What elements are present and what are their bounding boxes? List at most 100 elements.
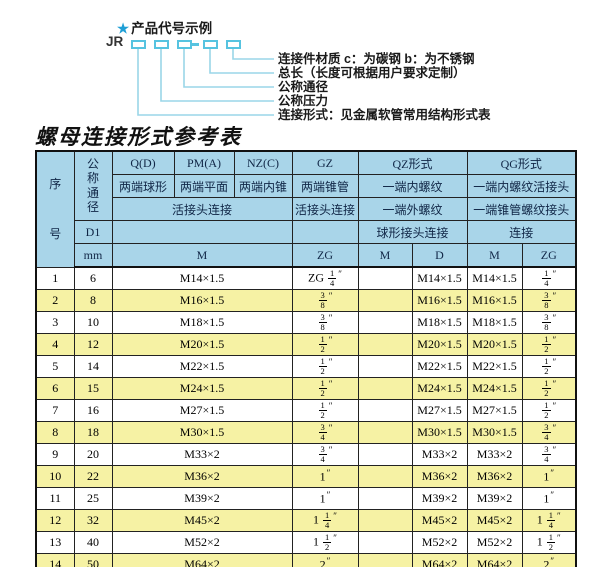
- qg-m-cell: M14×1.5: [466, 266, 523, 290]
- m-thread-cell: M33×2: [111, 443, 293, 466]
- dn-cell: 15: [73, 377, 113, 400]
- zg-cell: 1″: [291, 465, 359, 488]
- table-row: 4 12 M20×1.5 1 2 ″ M20×1.5 M20×1.5 1 2 ″: [35, 333, 577, 356]
- header-connect-qg: 连接: [466, 220, 577, 244]
- qz-m-cell: [357, 266, 413, 290]
- header-unit-d-qz: D: [411, 243, 468, 268]
- header-format-pma: PM(A): [173, 150, 235, 175]
- header-format-qg: QG形式: [466, 150, 577, 175]
- code-separator-dash: [190, 43, 199, 46]
- qg-zg-cell: 3 8 ″: [521, 311, 577, 334]
- code-box-4: [203, 40, 218, 49]
- zg-cell: 1 2 ″: [291, 355, 359, 378]
- table-title: 螺母连接形式参考表: [35, 124, 242, 149]
- qg-m-cell: M45×2: [466, 509, 523, 532]
- qg-zg-cell: 1 1 4 ″: [521, 509, 577, 532]
- qg-m-cell: M36×2: [466, 465, 523, 488]
- header-union-left: 活接头连接: [111, 197, 293, 221]
- qg-zg-cell: 1″: [521, 487, 577, 510]
- header-blank-left: [111, 220, 293, 244]
- qg-zg-cell: 3 4 ″: [521, 421, 577, 444]
- dn-cell: 6: [73, 266, 113, 290]
- seq-cell: 7: [35, 399, 75, 422]
- qg-zg-cell: 1 2 ″: [521, 333, 577, 356]
- m-thread-cell: M30×1.5: [111, 421, 293, 444]
- header-unit-m-qg: M: [466, 243, 523, 268]
- header-format-qz: QZ形式: [357, 150, 468, 175]
- header-unit-zg-qg: ZG: [521, 243, 577, 268]
- qz-m-cell: [357, 553, 413, 567]
- qg-zg-cell: 1 2 ″: [521, 355, 577, 378]
- qg-zg-cell: 1 4 ″: [521, 266, 577, 290]
- dn-cell: 12: [73, 333, 113, 356]
- header-unit-zg-gz: ZG: [291, 243, 359, 268]
- dn-cell: 20: [73, 443, 113, 466]
- diagram-title-text: 产品代号示例: [131, 21, 213, 36]
- qz-m-cell: [357, 421, 413, 444]
- qz-d-cell: M45×2: [411, 509, 468, 532]
- table-row: 5 14 M22×1.5 1 2 ″ M22×1.5 M22×1.5 1 2 ″: [35, 355, 577, 378]
- zg-cell: 3 8 ″: [291, 289, 359, 312]
- dn-cell: 32: [73, 509, 113, 532]
- dn-cell: 40: [73, 531, 113, 554]
- qz-m-cell: [357, 443, 413, 466]
- table-row: 8 18 M30×1.5 3 4 ″ M30×1.5 M30×1.5 3 4 ″: [35, 421, 577, 444]
- qz-m-cell: [357, 355, 413, 378]
- m-thread-cell: M64×2: [111, 553, 293, 567]
- header-unit-m-left: M: [111, 243, 293, 268]
- code-prefix: JR: [106, 34, 124, 49]
- qg-m-cell: M24×1.5: [466, 377, 523, 400]
- table-row: 2 8 M16×1.5 3 8 ″ M16×1.5 M16×1.5 3 8 ″: [35, 289, 577, 312]
- header-ext-thread-qz: 一端外螺纹: [357, 197, 468, 221]
- connector-lines: [137, 49, 274, 116]
- table-row: 10 22 M36×2 1″ M36×2 M36×2 1″: [35, 465, 577, 488]
- zg-cell: 1 2 ″: [291, 377, 359, 400]
- header-blank-gz: [291, 220, 359, 244]
- seq-cell: 1: [35, 266, 75, 290]
- qz-m-cell: [357, 289, 413, 312]
- diagram-label-pressure: 公称压力: [278, 94, 329, 108]
- qz-d-cell: M22×1.5: [411, 355, 468, 378]
- seq-cell: 14: [35, 553, 75, 567]
- qz-d-cell: M64×2: [411, 553, 468, 567]
- dn-cell: 16: [73, 399, 113, 422]
- table-row: 1 6 M14×1.5 ZG 1 4 ″ M14×1.5 M14×1.5 1 4 ″: [35, 266, 577, 290]
- qz-d-cell: M16×1.5: [411, 289, 468, 312]
- header-row-d1: D1 球形接头连接 连接: [36, 220, 577, 244]
- header-format-nzc: NZ(C): [233, 150, 293, 175]
- code-box-1: [131, 40, 146, 49]
- qg-zg-cell: 1 2 ″: [521, 399, 577, 422]
- diagram-title: ★ 产品代号示例: [117, 17, 212, 37]
- qz-d-cell: M33×2: [411, 443, 468, 466]
- zg-cell: 2″: [291, 553, 359, 567]
- table-body: 1 6 M14×1.5 ZG 1 4 ″ M14×1.5 M14×1.5 1 4 ″ 2 8 M16×1.…: [35, 266, 577, 567]
- diagram-label-connection: 连接形式：见金属软管常用结构形式表: [278, 108, 491, 122]
- m-thread-cell: M52×2: [111, 531, 293, 554]
- qz-d-cell: M27×1.5: [411, 399, 468, 422]
- qg-m-cell: M16×1.5: [466, 289, 523, 312]
- qg-m-cell: M64×2: [466, 553, 523, 567]
- zg-cell: 1 1 4 ″: [291, 509, 359, 532]
- zg-cell: 1 1 2 ″: [291, 531, 359, 554]
- qg-m-cell: M33×2: [466, 443, 523, 466]
- diagram-label-length: 总长（长度可根据用户要求定制）: [278, 66, 466, 80]
- table-row: 3 10 M18×1.5 3 8 ″ M18×1.5 M18×1.5 3 8 ″: [35, 311, 577, 334]
- header-format-qd: Q(D): [111, 150, 175, 175]
- zg-cell: ZG 1 4 ″: [291, 266, 359, 290]
- dn-cell: 18: [73, 421, 113, 444]
- header-mm: mm: [73, 243, 113, 268]
- m-thread-cell: M36×2: [111, 465, 293, 488]
- qg-m-cell: M22×1.5: [466, 355, 523, 378]
- zg-cell: 1 2 ″: [291, 333, 359, 356]
- dn-cell: 10: [73, 311, 113, 334]
- dn-cell: 50: [73, 553, 113, 567]
- code-box-2: [154, 40, 169, 49]
- zg-cell: 1 2 ″: [291, 399, 359, 422]
- header-desc-qz: 一端内螺纹: [357, 174, 468, 198]
- header-format-gz: GZ: [291, 150, 359, 175]
- dn-cell: 14: [73, 355, 113, 378]
- qz-m-cell: [357, 531, 413, 554]
- seq-cell: 6: [35, 377, 75, 400]
- seq-cell: 9: [35, 443, 75, 466]
- diagram-label-diameter: 公称通径: [278, 80, 329, 94]
